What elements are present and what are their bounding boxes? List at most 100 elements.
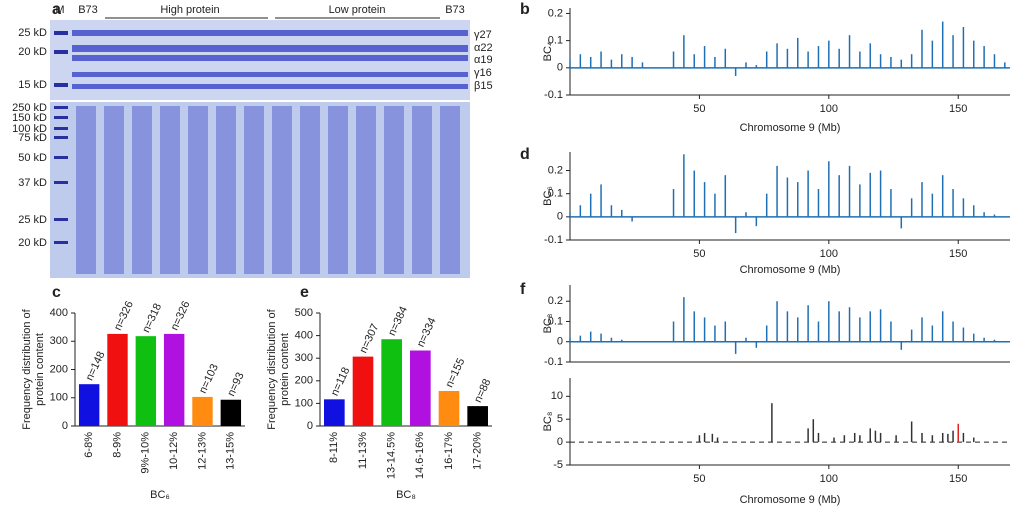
marker-label: 100 kD: [12, 123, 47, 135]
marker-label: 75 kD: [18, 132, 47, 144]
x-axis-label: Chromosome 9 (Mb): [740, 494, 841, 506]
y-tick-label: 200: [50, 363, 68, 375]
protein-label: α19: [474, 54, 493, 66]
bar: [467, 406, 488, 426]
x-tick-label: 12-13%: [196, 432, 208, 470]
marker-band: [54, 136, 68, 139]
y-tick-label: 0: [557, 436, 563, 448]
panel-label: a: [52, 1, 61, 18]
value-label: n=326: [169, 299, 193, 332]
x-axis-label: Chromosome 9 (Mb): [740, 264, 841, 276]
y-tick-label: 200: [295, 375, 313, 387]
gel-band: [72, 72, 468, 77]
x-tick-label: 50: [693, 103, 705, 115]
y-tick-label: 0: [557, 211, 563, 223]
x-tick-label: 100: [820, 473, 838, 485]
y-axis-label: BC₆: [542, 186, 554, 206]
y-axis-label: BC₈: [542, 314, 554, 334]
x-tick-label: 9%-10%: [140, 432, 152, 474]
lane-label: B73: [445, 4, 465, 16]
gel-lane: [216, 106, 236, 274]
value-label: n=384: [386, 305, 410, 338]
marker-band: [54, 218, 68, 221]
y-tick-label: -0.1: [544, 356, 563, 368]
panel-label: e: [300, 284, 309, 301]
y-tick-label: 300: [50, 335, 68, 347]
y-tick-label: 100: [50, 392, 68, 404]
gel-lane: [440, 106, 460, 274]
x-tick-label: 8-9%: [111, 432, 123, 458]
protein-label: α22: [474, 42, 493, 54]
panel-label: c: [52, 284, 61, 301]
bar: [352, 356, 374, 426]
lane-label: Low protein: [329, 4, 386, 16]
gel-lane: [76, 106, 96, 274]
gel-lane: [188, 106, 208, 274]
x-axis-label: Chromosome 9 (Mb): [740, 122, 841, 134]
marker-band: [54, 83, 68, 87]
y-tick-label: 400: [295, 330, 313, 342]
marker-label: 150 kD: [12, 112, 47, 124]
y-tick-label: 0.1: [548, 35, 563, 47]
gel-lane: [412, 106, 432, 274]
y-axis-label: BC₄: [542, 41, 554, 61]
value-label: n=326: [112, 299, 136, 332]
value-label: n=318: [140, 302, 164, 335]
x-tick-label: 100: [820, 248, 838, 260]
panel-label: b: [520, 1, 530, 18]
y-tick-label: 0: [557, 62, 563, 74]
marker-band: [54, 116, 68, 119]
y-tick-label: 0: [557, 336, 563, 348]
x-tick-label: 13-15%: [225, 432, 237, 470]
gel-band: [72, 45, 468, 52]
y-axis-label: Frequency distribution of: [266, 308, 278, 429]
marker-label: 37 kD: [18, 177, 47, 189]
marker-band: [54, 50, 68, 54]
gel-lane: [160, 106, 180, 274]
lane-label: M: [55, 4, 64, 16]
x-tick-label: 150: [949, 103, 967, 115]
value-label: n=148: [84, 350, 108, 383]
marker-label: 50 kD: [18, 152, 47, 164]
marker-label: 25 kD: [18, 214, 47, 226]
value-label: n=307: [357, 322, 381, 355]
x-tick-label: 100: [820, 103, 838, 115]
bar: [163, 333, 185, 426]
x-tick-label: 11-13%: [357, 432, 369, 469]
gel-lane: [104, 106, 124, 274]
value-label: n=103: [197, 362, 221, 395]
bar: [220, 399, 242, 426]
y-axis-label: protein content: [279, 333, 291, 406]
x-tick-label: 17-20%: [472, 432, 484, 470]
marker-band: [54, 106, 68, 109]
protein-label: γ27: [474, 29, 492, 41]
y-tick-label: 0.2: [548, 7, 563, 19]
marker-label: 20 kD: [18, 237, 47, 249]
lane-label: High protein: [160, 4, 219, 16]
y-tick-label: 10: [551, 390, 563, 402]
value-label: n=118: [329, 365, 353, 397]
panel-label: d: [520, 146, 530, 163]
y-tick-label: -0.1: [544, 234, 563, 246]
y-tick-label: 500: [295, 307, 313, 319]
gel-lane: [356, 106, 376, 274]
marker-band: [54, 181, 68, 184]
value-label: n=155: [443, 356, 467, 389]
gel-lane: [328, 106, 348, 274]
gel-lane: [272, 106, 292, 274]
y-tick-label: 0.2: [548, 295, 563, 307]
value-label: n=334: [415, 316, 439, 349]
x-tick-label: 13-14.5%: [386, 432, 398, 479]
marker-band: [54, 156, 68, 159]
value-label: n=93: [225, 371, 246, 399]
y-tick-label: 100: [295, 397, 313, 409]
bar: [192, 396, 213, 426]
y-tick-label: 0: [62, 420, 68, 432]
x-axis-label: BC₆: [150, 489, 170, 501]
y-tick-label: 400: [50, 307, 68, 319]
bar: [78, 384, 100, 426]
marker-band: [54, 241, 68, 244]
bar: [438, 390, 460, 426]
marker-band: [54, 31, 68, 35]
